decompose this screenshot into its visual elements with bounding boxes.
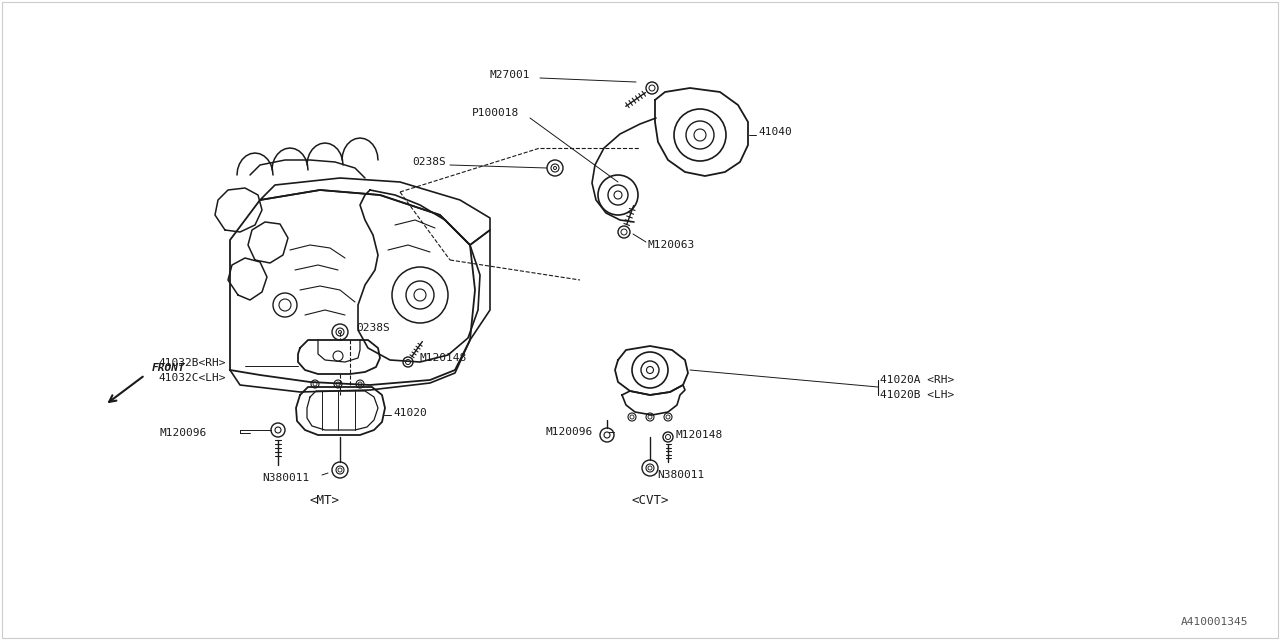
Text: 0238S: 0238S xyxy=(412,157,445,167)
Text: M120096: M120096 xyxy=(160,428,207,438)
Text: N380011: N380011 xyxy=(262,473,310,483)
Text: 41040: 41040 xyxy=(758,127,792,137)
Text: 0238S: 0238S xyxy=(356,323,389,333)
Text: 41020A <RH>: 41020A <RH> xyxy=(881,375,955,385)
Text: M120148: M120148 xyxy=(420,353,467,363)
Text: 41020B <LH>: 41020B <LH> xyxy=(881,390,955,400)
Text: N380011: N380011 xyxy=(657,470,704,480)
Text: 41032C<LH>: 41032C<LH> xyxy=(157,373,225,383)
Text: M120148: M120148 xyxy=(676,430,723,440)
Text: A410001345: A410001345 xyxy=(1180,617,1248,627)
Text: M120096: M120096 xyxy=(545,427,593,437)
Text: 41032B<RH>: 41032B<RH> xyxy=(157,358,225,368)
Text: M27001: M27001 xyxy=(490,70,530,80)
Text: FRONT: FRONT xyxy=(152,363,186,373)
Text: P100018: P100018 xyxy=(472,108,520,118)
Text: M120063: M120063 xyxy=(648,240,695,250)
Text: 41020: 41020 xyxy=(393,408,426,418)
Text: <MT>: <MT> xyxy=(310,493,340,506)
Text: <CVT>: <CVT> xyxy=(631,493,668,506)
